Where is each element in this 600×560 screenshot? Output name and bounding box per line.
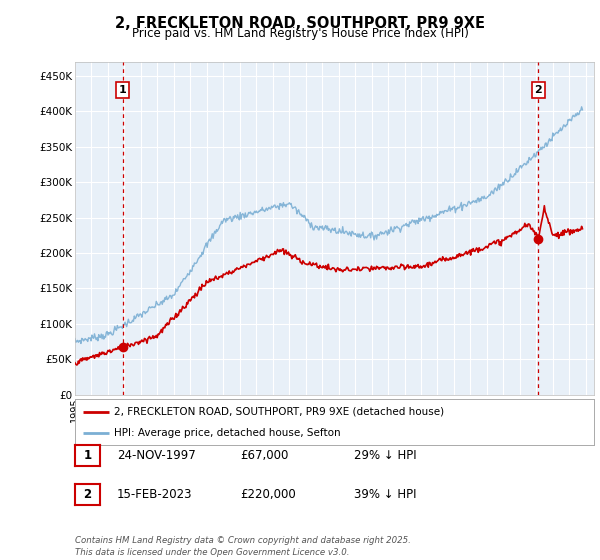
Text: 2, FRECKLETON ROAD, SOUTHPORT, PR9 9XE (detached house): 2, FRECKLETON ROAD, SOUTHPORT, PR9 9XE (… (114, 407, 444, 417)
Text: 1: 1 (119, 85, 127, 95)
Text: 2: 2 (83, 488, 92, 501)
Text: 2: 2 (535, 85, 542, 95)
Text: 39% ↓ HPI: 39% ↓ HPI (354, 488, 416, 501)
Text: 24-NOV-1997: 24-NOV-1997 (117, 449, 196, 462)
Text: Price paid vs. HM Land Registry's House Price Index (HPI): Price paid vs. HM Land Registry's House … (131, 27, 469, 40)
Text: £220,000: £220,000 (240, 488, 296, 501)
Text: 1: 1 (83, 449, 92, 462)
Text: HPI: Average price, detached house, Sefton: HPI: Average price, detached house, Seft… (114, 428, 341, 438)
Text: 15-FEB-2023: 15-FEB-2023 (117, 488, 193, 501)
Text: £67,000: £67,000 (240, 449, 289, 462)
Text: Contains HM Land Registry data © Crown copyright and database right 2025.
This d: Contains HM Land Registry data © Crown c… (75, 536, 411, 557)
Text: 2, FRECKLETON ROAD, SOUTHPORT, PR9 9XE: 2, FRECKLETON ROAD, SOUTHPORT, PR9 9XE (115, 16, 485, 31)
Text: 29% ↓ HPI: 29% ↓ HPI (354, 449, 416, 462)
